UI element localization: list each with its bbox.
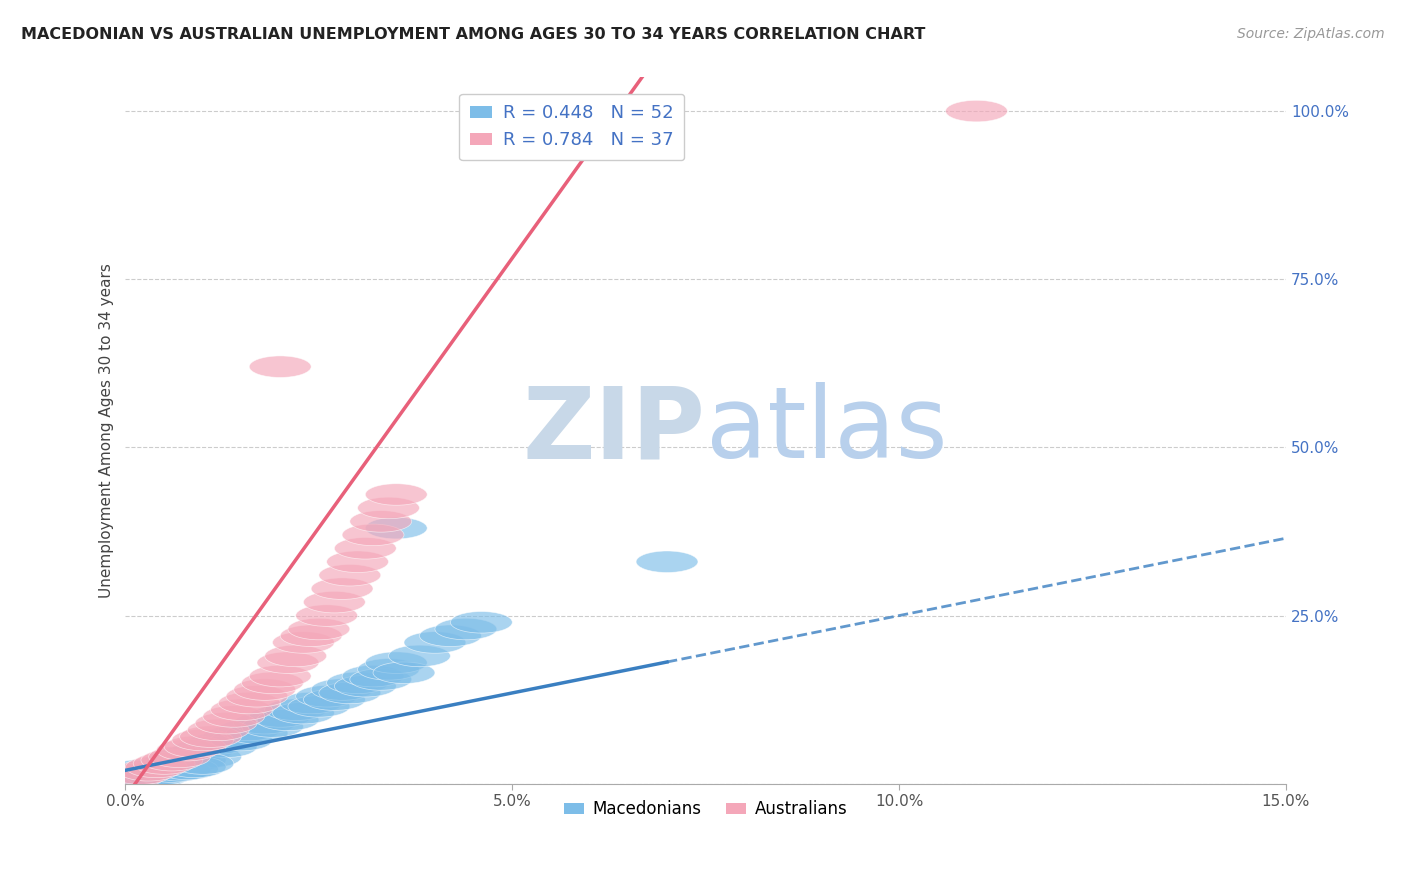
Ellipse shape [304, 591, 366, 613]
Ellipse shape [242, 672, 304, 694]
Ellipse shape [335, 675, 396, 697]
Ellipse shape [156, 739, 218, 761]
Ellipse shape [195, 713, 257, 734]
Ellipse shape [388, 645, 450, 666]
Ellipse shape [335, 538, 396, 559]
Ellipse shape [125, 766, 187, 788]
Ellipse shape [103, 770, 165, 791]
Ellipse shape [249, 665, 311, 687]
Ellipse shape [404, 632, 465, 653]
Ellipse shape [434, 618, 496, 640]
Ellipse shape [125, 756, 187, 778]
Ellipse shape [218, 719, 280, 740]
Ellipse shape [249, 356, 311, 377]
Ellipse shape [172, 739, 233, 761]
Ellipse shape [288, 696, 350, 717]
Ellipse shape [233, 679, 295, 700]
Ellipse shape [134, 763, 195, 784]
Ellipse shape [180, 746, 242, 768]
Ellipse shape [172, 753, 233, 774]
Text: MACEDONIAN VS AUSTRALIAN UNEMPLOYMENT AMONG AGES 30 TO 34 YEARS CORRELATION CHAR: MACEDONIAN VS AUSTRALIAN UNEMPLOYMENT AM… [21, 27, 925, 42]
Ellipse shape [264, 699, 326, 721]
Ellipse shape [357, 497, 419, 519]
Ellipse shape [141, 749, 202, 771]
Ellipse shape [311, 679, 373, 700]
Ellipse shape [366, 483, 427, 505]
Ellipse shape [273, 702, 335, 724]
Ellipse shape [187, 732, 249, 754]
Ellipse shape [141, 753, 202, 774]
Ellipse shape [149, 746, 211, 768]
Ellipse shape [118, 763, 180, 784]
Ellipse shape [257, 652, 319, 673]
Ellipse shape [326, 672, 388, 694]
Ellipse shape [946, 100, 1008, 122]
Ellipse shape [110, 768, 172, 789]
Text: ZIP: ZIP [523, 382, 706, 479]
Ellipse shape [156, 746, 218, 768]
Ellipse shape [366, 652, 427, 673]
Ellipse shape [202, 706, 264, 727]
Ellipse shape [149, 759, 211, 781]
Ellipse shape [218, 692, 280, 714]
Ellipse shape [342, 524, 404, 546]
Ellipse shape [288, 618, 350, 640]
Ellipse shape [156, 758, 218, 780]
Ellipse shape [350, 510, 412, 533]
Ellipse shape [326, 551, 388, 573]
Ellipse shape [249, 706, 311, 727]
Ellipse shape [211, 699, 273, 721]
Legend: Macedonians, Australians: Macedonians, Australians [557, 794, 853, 825]
Text: atlas: atlas [706, 382, 948, 479]
Ellipse shape [280, 692, 342, 714]
Ellipse shape [257, 709, 319, 731]
Ellipse shape [295, 605, 357, 626]
Ellipse shape [134, 756, 195, 778]
Ellipse shape [165, 756, 226, 778]
Ellipse shape [373, 662, 434, 683]
Ellipse shape [211, 730, 273, 751]
Ellipse shape [419, 625, 481, 647]
Ellipse shape [110, 763, 172, 784]
Ellipse shape [295, 686, 357, 707]
Ellipse shape [242, 715, 304, 738]
Ellipse shape [342, 665, 404, 687]
Ellipse shape [187, 719, 249, 740]
Ellipse shape [118, 759, 180, 781]
Ellipse shape [141, 761, 202, 782]
Ellipse shape [311, 578, 373, 599]
Y-axis label: Unemployment Among Ages 30 to 34 years: Unemployment Among Ages 30 to 34 years [100, 263, 114, 598]
Ellipse shape [273, 632, 335, 653]
Ellipse shape [165, 749, 226, 771]
Ellipse shape [226, 723, 288, 744]
Ellipse shape [350, 669, 412, 690]
Ellipse shape [103, 766, 165, 788]
Ellipse shape [636, 551, 697, 573]
Ellipse shape [149, 759, 211, 781]
Ellipse shape [366, 517, 427, 539]
Ellipse shape [202, 726, 264, 747]
Ellipse shape [172, 730, 233, 751]
Ellipse shape [357, 658, 419, 680]
Ellipse shape [264, 645, 326, 666]
Ellipse shape [226, 686, 288, 707]
Ellipse shape [110, 759, 172, 781]
Text: Source: ZipAtlas.com: Source: ZipAtlas.com [1237, 27, 1385, 41]
Ellipse shape [319, 682, 381, 704]
Ellipse shape [319, 565, 381, 586]
Ellipse shape [118, 766, 180, 788]
Ellipse shape [450, 612, 512, 633]
Ellipse shape [125, 765, 187, 787]
Ellipse shape [180, 726, 242, 747]
Ellipse shape [304, 689, 366, 710]
Ellipse shape [233, 713, 295, 734]
Ellipse shape [280, 625, 342, 647]
Ellipse shape [165, 736, 226, 757]
Ellipse shape [134, 753, 195, 774]
Ellipse shape [195, 736, 257, 757]
